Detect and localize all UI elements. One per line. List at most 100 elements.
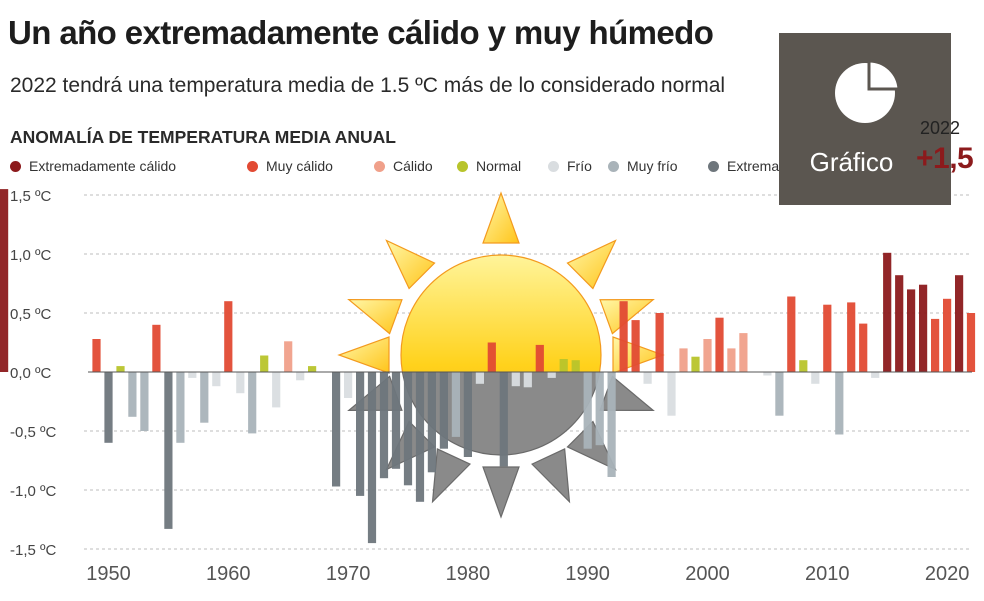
sun-ray [431, 447, 472, 504]
bar-1961 [236, 372, 245, 394]
bar-undefined [0, 189, 9, 372]
highlight-value: +1,5 [916, 142, 974, 175]
legend-swatch [457, 161, 468, 172]
legend-swatch [10, 161, 21, 172]
bar-1993 [619, 301, 628, 372]
pie-chart-icon [835, 59, 901, 123]
x-tick-label: 1990 [565, 563, 610, 585]
legend-item-normal: Normal [457, 158, 521, 174]
bar-1957 [188, 372, 197, 378]
bar-1949 [92, 339, 101, 372]
x-tick-label: 1970 [326, 563, 371, 585]
sun-ray [482, 191, 520, 244]
legend-item-frio: Frío [548, 158, 592, 174]
legend-item-muy-frio: Muy frío [608, 158, 678, 174]
bar-1981 [475, 372, 484, 384]
bar-2012 [847, 302, 856, 372]
bar-1966 [296, 372, 305, 381]
bar-1959 [212, 372, 221, 387]
legend-item-muy-calido: Muy cálido [247, 158, 333, 174]
y-tick-label: 0,5 ºC [10, 306, 51, 323]
bar-1994 [631, 320, 640, 372]
y-axis-ticks: 1,5 ºC 1,0 ºC 0,5 ºC 0,0 ºC -0,5 ºC -1,0 ºC -1… [10, 188, 56, 559]
bar-1997 [667, 372, 676, 416]
bar-2006 [775, 372, 784, 416]
y-tick-label: -1,5 ºC [10, 542, 56, 559]
chart-heading: ANOMALÍA DE TEMPERATURA MEDIA ANUAL [10, 127, 396, 147]
sun-warm-half [337, 191, 665, 372]
bar-1953 [140, 372, 149, 431]
legend-item-extremadamente-calido: Extremadamente cálido [10, 158, 176, 174]
bar-2013 [859, 323, 868, 372]
legend-label: Normal [476, 158, 522, 174]
bar-1985 [523, 372, 532, 388]
y-tick-label: -1,0 ºC [10, 483, 56, 500]
bar-1965 [284, 341, 293, 372]
bars [0, 189, 976, 544]
bar-1995 [643, 372, 652, 384]
legend-label: Frío [567, 158, 592, 174]
grafico-badge: Gráfico [779, 33, 951, 205]
sun-ray [347, 298, 403, 335]
sun-ray [385, 239, 436, 290]
bar-1962 [248, 372, 257, 434]
x-tick-label: 1980 [446, 563, 491, 585]
legend-label: Muy cálido [266, 158, 333, 174]
legend-label: Cálido [393, 158, 433, 174]
bar-2014 [871, 372, 880, 378]
bar-2000 [703, 339, 712, 372]
bar-2003 [739, 333, 748, 372]
bar-1970 [344, 372, 353, 398]
legend-swatch [708, 161, 719, 172]
bar-1990 [583, 372, 592, 449]
bar-1971 [356, 372, 365, 496]
badge-label: Gráfico [809, 147, 894, 177]
bar-1991 [595, 372, 604, 446]
legend-item-calido: Cálido [374, 158, 433, 174]
bar-2011 [835, 372, 844, 435]
legend-swatch [374, 161, 385, 172]
bar-1976 [415, 372, 425, 502]
bar-1987 [547, 372, 556, 378]
bar-1951 [116, 366, 125, 372]
y-tick-label: 0,0 ºC [10, 365, 51, 382]
chart-title: Un año extremadamente cálido y muy húmed… [8, 14, 714, 51]
bar-2005 [763, 372, 772, 376]
sun-ray [566, 239, 617, 290]
legend-label: Muy frío [627, 158, 678, 174]
bar-1974 [391, 372, 401, 469]
x-tick-label: 2020 [925, 563, 970, 585]
bar-2021 [955, 275, 964, 372]
bar-1980 [463, 372, 472, 457]
bar-1986 [535, 344, 544, 372]
bar-1978 [439, 372, 448, 449]
bar-1973 [379, 372, 389, 479]
bar-2018 [919, 284, 928, 372]
legend-swatch [548, 161, 559, 172]
legend-label: Extremadamente cálido [29, 158, 177, 174]
x-tick-label: 2000 [685, 563, 730, 585]
sun-disc [400, 254, 602, 372]
x-tick-label: 1950 [86, 563, 131, 585]
bar-1956 [176, 372, 185, 443]
bar-1975 [403, 372, 413, 486]
bar-1952 [128, 372, 137, 417]
bar-2007 [787, 296, 796, 372]
bar-2009 [811, 372, 820, 384]
bar-1969 [332, 372, 341, 487]
bar-1998 [679, 348, 688, 372]
highlight-year: 2022 [920, 118, 961, 138]
bar-1984 [511, 372, 520, 387]
sun-ray [337, 336, 390, 372]
bar-1999 [691, 356, 700, 372]
bar-1964 [272, 372, 281, 408]
y-tick-label: 1,5 ºC [10, 188, 51, 205]
bar-1955 [164, 372, 173, 529]
bar-1972 [367, 372, 377, 544]
bar-2016 [895, 275, 904, 372]
y-tick-label: -0,5 ºC [10, 424, 56, 441]
bar-2017 [907, 289, 916, 372]
x-tick-label: 1960 [206, 563, 251, 585]
bar-2008 [799, 360, 808, 372]
bar-2019 [931, 318, 940, 372]
